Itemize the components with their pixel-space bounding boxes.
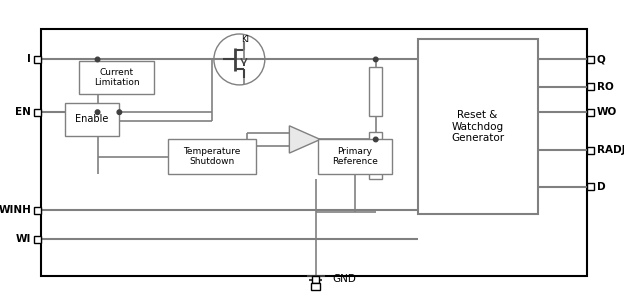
Text: I: I <box>27 55 31 64</box>
Bar <box>587 56 594 63</box>
Text: WINH: WINH <box>0 205 31 215</box>
Bar <box>369 67 382 116</box>
Text: GND: GND <box>332 274 356 285</box>
Text: Current
Limitation: Current Limitation <box>94 68 139 87</box>
Text: WO: WO <box>597 107 617 117</box>
Text: Enable: Enable <box>76 115 109 124</box>
Polygon shape <box>290 126 320 153</box>
Bar <box>65 103 119 136</box>
Bar <box>369 132 382 180</box>
Bar <box>311 283 320 290</box>
Text: KI: KI <box>241 35 249 44</box>
Text: EN: EN <box>16 107 31 117</box>
Bar <box>168 140 256 174</box>
Circle shape <box>95 57 100 62</box>
Bar <box>34 207 41 214</box>
Text: Q: Q <box>597 55 605 64</box>
Bar <box>587 183 594 190</box>
Bar <box>34 236 41 243</box>
Circle shape <box>117 110 122 115</box>
Text: Primary
Reference: Primary Reference <box>332 147 378 166</box>
Bar <box>34 108 41 116</box>
Bar <box>318 140 392 174</box>
Circle shape <box>373 137 378 142</box>
Text: RO: RO <box>597 82 613 92</box>
Text: RADJ: RADJ <box>597 145 624 155</box>
Bar <box>79 61 154 94</box>
Bar <box>587 147 594 154</box>
Circle shape <box>95 110 100 115</box>
Circle shape <box>373 57 378 62</box>
Bar <box>587 108 594 116</box>
Bar <box>417 39 537 214</box>
Bar <box>587 83 594 90</box>
Text: Reset &
Watchdog
Generator: Reset & Watchdog Generator <box>451 110 504 143</box>
Bar <box>312 276 319 283</box>
Text: D: D <box>597 182 605 192</box>
Text: WI: WI <box>16 234 31 245</box>
Bar <box>41 29 587 276</box>
Text: Temperature
Shutdown: Temperature Shutdown <box>183 147 241 166</box>
Bar <box>34 56 41 63</box>
